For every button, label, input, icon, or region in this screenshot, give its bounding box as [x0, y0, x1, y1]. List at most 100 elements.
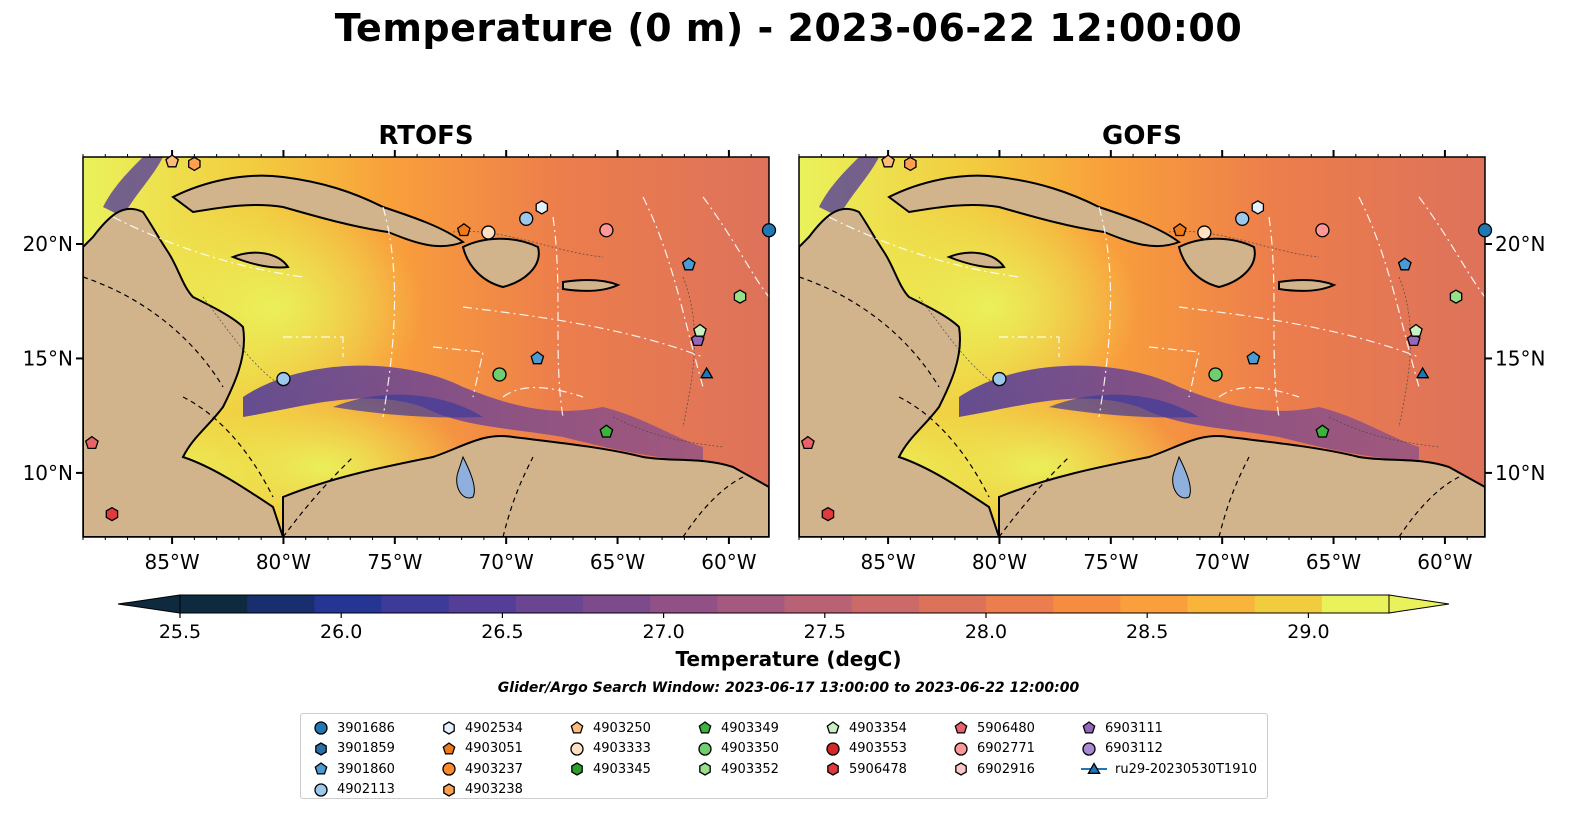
legend-marker-icon	[827, 762, 839, 777]
colorbar-segment	[515, 595, 584, 613]
legend-marker-icon	[1082, 742, 1096, 756]
float-marker-4902113	[276, 371, 291, 387]
lon-tick-label: 70°W	[479, 550, 534, 574]
legend-marker-icon	[826, 721, 840, 734]
legend-item: 4903333	[569, 739, 651, 760]
map-rtofs[interactable]	[73, 156, 770, 547]
legend-column: 4903250 4903333 4903345	[569, 718, 651, 780]
colorbar-segment	[918, 595, 987, 613]
float-marker-6902771	[1315, 223, 1330, 238]
lon-tick-label: 85°W	[860, 550, 915, 574]
legend-label: 3901859	[337, 741, 395, 757]
legend-marker-icon	[443, 721, 455, 736]
legend-circle-icon	[442, 762, 456, 776]
legend-pentagon-icon	[698, 721, 712, 734]
legend-triangle-icon	[1087, 762, 1101, 775]
float-marker-4902113	[1235, 211, 1250, 226]
legend-label: 5906478	[849, 761, 907, 777]
legend-column: 4903349 4903350 4903352	[697, 718, 779, 780]
float-marker-5906478	[105, 506, 119, 522]
legend-marker-icon	[570, 742, 584, 756]
legend-label: 6902771	[977, 741, 1035, 757]
legend-item: 4903238	[441, 780, 523, 801]
lat-tick-label: 15°N	[23, 346, 73, 370]
legend-item: ru29-20230530T1910	[1081, 759, 1257, 780]
lon-tick-label: 70°W	[1195, 550, 1250, 574]
legend-label: 4903350	[721, 741, 779, 757]
colorbar-tick-label: 26.5	[481, 621, 523, 643]
float-marker-6902771	[599, 223, 614, 238]
legend-item: 4902534	[441, 718, 523, 739]
axis-ticks: 85°W 80°W 75°W 70°W 65°W 60°W 20°N 15°N 10°N 85°W…	[23, 150, 1545, 574]
map-gofs[interactable]	[789, 156, 1486, 547]
colorbar-segment	[717, 595, 785, 613]
colorbar-tick-label: 28.5	[1126, 621, 1168, 643]
legend-item: 4903352	[697, 759, 779, 780]
legend-label: 6903111	[1105, 720, 1163, 736]
legend-item: 6903111	[1081, 718, 1257, 739]
legend-label: 6902916	[977, 761, 1035, 777]
lon-tick-label: 65°W	[1306, 550, 1361, 574]
legend-hexagon-icon	[827, 762, 839, 777]
colorbar-segment	[583, 595, 651, 613]
legend-marker-icon	[1081, 762, 1107, 775]
float-marker-4903238	[188, 156, 201, 172]
legend-marker-icon	[314, 762, 328, 775]
legend-pentagon-icon	[826, 721, 840, 734]
legend-label: 4903352	[721, 761, 779, 777]
legend-item: 5906480	[953, 718, 1035, 739]
float-marker-4903333	[481, 225, 496, 240]
float-marker-4902534	[1251, 200, 1265, 215]
legend-circle-icon	[1082, 742, 1096, 756]
colorbar-tick-label: 29.0	[1287, 621, 1329, 643]
legend-pentagon-icon	[314, 762, 328, 775]
float-marker-3901686	[761, 223, 777, 238]
float-marker-4903349	[1315, 424, 1330, 438]
legend-marker-icon	[314, 783, 328, 797]
colorbar-segment	[1321, 595, 1390, 613]
legend-marker-icon	[955, 762, 967, 777]
legend-marker-icon	[698, 721, 712, 734]
legend-label: 4902534	[465, 720, 523, 736]
legend-circle-icon	[314, 721, 328, 735]
colorbar-min-extension	[117, 594, 181, 614]
legend-item: 4903553	[825, 739, 907, 760]
lon-tick-label: 75°W	[367, 550, 422, 574]
legend-column: 5906480 6902771 6902916	[953, 718, 1035, 780]
panel-title-gofs: GOFS	[1102, 121, 1182, 151]
legend-marker-icon	[826, 742, 840, 756]
float-marker-4902113	[519, 211, 534, 226]
float-marker-4903051	[1172, 223, 1187, 237]
legend-hexagon-icon	[443, 782, 455, 797]
float-marker-3901686	[1477, 223, 1493, 238]
colorbar-tick-label: 28.0	[965, 621, 1007, 643]
legend-item: 4902113	[313, 780, 395, 801]
legend-column: 4903354 4903553 5906478	[825, 718, 907, 780]
legend-item: 3901860	[313, 759, 395, 780]
colorbar-segment	[247, 595, 315, 613]
float-marker-4903352	[733, 289, 747, 304]
legend-pentagon-icon	[954, 721, 968, 734]
legend-item: 4903354	[825, 718, 907, 739]
float-marker-ru29-20230530T1910	[1415, 366, 1430, 379]
lat-tick-label: 10°N	[1495, 461, 1545, 485]
legend-hexagon-icon	[443, 721, 455, 736]
colorbar-max-extension	[1388, 594, 1450, 614]
legend-label: 4903051	[465, 741, 523, 757]
legend-item: 4903350	[697, 739, 779, 760]
legend-label: 4903250	[593, 720, 651, 736]
float-marker-4903250	[881, 154, 896, 168]
legend-column: 6903111 6903112 ru29-20230530T1910	[1081, 718, 1257, 780]
float-marker-4903354	[693, 323, 707, 337]
float-marker-3901860	[1397, 257, 1412, 271]
legend-circle-icon	[698, 742, 712, 756]
legend-label: 6903112	[1105, 741, 1163, 757]
legend-label: ru29-20230530T1910	[1115, 761, 1258, 777]
lat-tick-label: 10°N	[23, 461, 73, 485]
legend-marker-icon	[954, 742, 968, 756]
legend-item: 4903051	[441, 739, 523, 760]
colorbar-segment	[986, 595, 1054, 613]
legend-pentagon-icon	[570, 721, 584, 734]
legend-pentagon-icon	[1082, 721, 1096, 734]
legend-marker-icon	[570, 721, 584, 734]
